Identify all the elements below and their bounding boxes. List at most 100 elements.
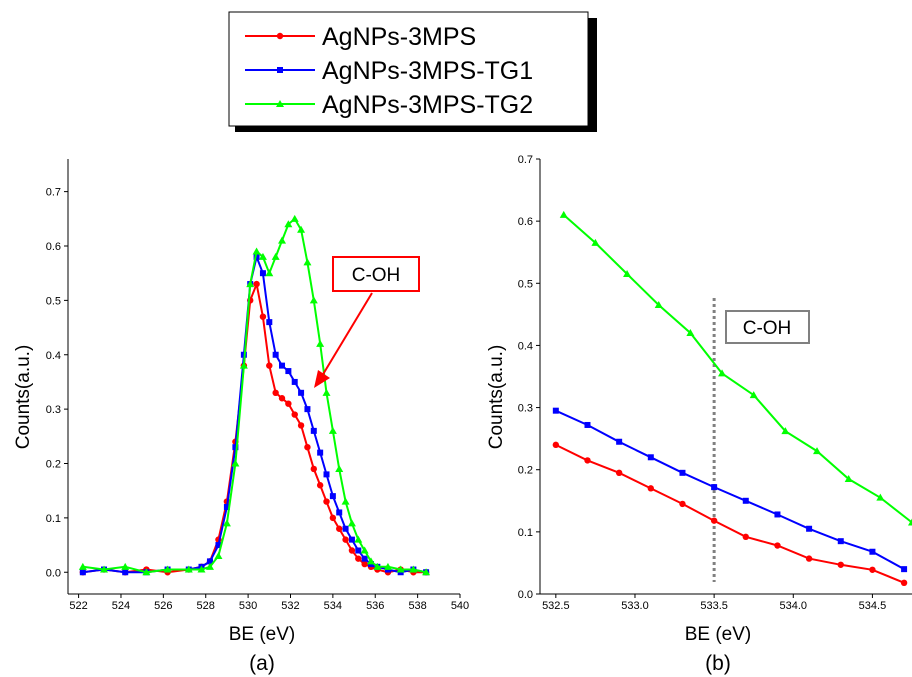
data-point (348, 536, 355, 543)
x-tick-label: 534 (324, 600, 342, 612)
y-tick-label: 0.2 (46, 459, 61, 471)
series-agnps-3mps-tg2 (559, 210, 912, 526)
data-point (223, 504, 230, 510)
series-line (555, 409, 905, 570)
data-point (258, 252, 267, 260)
series-line (82, 280, 427, 574)
data-point (316, 339, 325, 347)
data-point (552, 407, 559, 414)
legend-marker (277, 67, 283, 73)
data-point (805, 555, 813, 562)
data-point (647, 485, 655, 492)
data-point (361, 555, 368, 562)
series-agnps-3mps-tg2 (78, 214, 431, 576)
series-agnps-3mps (552, 441, 908, 587)
data-point (266, 319, 273, 326)
y-tick-label: 0.0 (518, 589, 533, 601)
y-axis-label-b: Counts(a.u.) (486, 345, 507, 450)
data-point (272, 351, 279, 358)
data-point (259, 313, 267, 320)
x-tick-label: 534.5 (859, 600, 887, 612)
chart-panel-a: 522 524 526 528 530 532 534 536 538 540 0.0 0.1 0.2 0… (13, 159, 469, 675)
data-point (303, 258, 312, 266)
data-point (265, 269, 274, 277)
data-point (360, 546, 369, 554)
data-point (355, 555, 362, 562)
x-tick-label: 533.0 (621, 600, 649, 612)
data-point (679, 500, 686, 508)
y-tick-label: 0.3 (518, 403, 533, 415)
data-point (654, 301, 663, 309)
data-point (781, 427, 790, 435)
legend-marker (276, 100, 284, 107)
data-point (348, 547, 356, 554)
data-point (266, 362, 273, 369)
y-tick-label: 0.3 (46, 404, 61, 416)
data-point (837, 561, 844, 568)
series-agnps-3mps-tg1 (552, 407, 908, 573)
chart-panel-b: 532.5 533.0 533.5 534.0 534.5 0.0 0.1 0.2 0.3 0.4… (486, 154, 912, 675)
x-tick-label: 532 (281, 600, 299, 612)
series-agnps-3mps-tg1 (79, 253, 430, 576)
legend-marker (276, 32, 284, 40)
data-point (347, 519, 356, 527)
data-point (718, 369, 727, 377)
y-tick-label: 0.4 (518, 340, 533, 352)
annotation-c-oh-b: C-OH (725, 310, 810, 344)
data-point (272, 389, 279, 397)
data-point (205, 562, 214, 570)
data-point (252, 247, 261, 255)
y-tick-label: 0.7 (46, 187, 61, 199)
data-point (78, 562, 87, 570)
x-tick-label: 530 (239, 600, 257, 612)
data-point (309, 296, 318, 304)
data-point (304, 406, 311, 413)
data-point (297, 422, 305, 429)
series-agnps-3mps (79, 280, 430, 576)
annotation-c-oh-a: C-OH (314, 256, 420, 388)
data-point (271, 252, 280, 260)
data-point (239, 361, 248, 369)
annotation-text-b: C-OH (743, 318, 792, 339)
data-point (584, 457, 591, 464)
data-point (749, 391, 758, 399)
data-point (901, 566, 908, 573)
data-point (711, 484, 718, 491)
data-point (323, 471, 330, 478)
x-tick-label: 536 (366, 600, 384, 612)
data-point (231, 459, 240, 467)
data-point (278, 395, 286, 402)
data-point (647, 454, 654, 461)
y-axis-label-a: Counts(a.u.) (13, 345, 34, 450)
annotation-box-a (332, 256, 420, 292)
annotation-text-a: C-OH (352, 265, 401, 286)
data-point (184, 565, 193, 573)
data-point (322, 388, 331, 396)
data-point (291, 411, 298, 418)
annotation-box-b (725, 310, 810, 344)
x-tick-label: 538 (408, 600, 426, 612)
data-point (900, 579, 908, 587)
legend-label: AgNPs-3MPS-TG2 (322, 91, 533, 119)
data-point (316, 482, 324, 489)
data-point (323, 498, 330, 505)
data-point (869, 548, 876, 555)
x-tick-label: 524 (112, 600, 130, 612)
x-tick-label: 534.0 (780, 600, 808, 612)
annotation-arrowhead (314, 370, 330, 388)
data-point (163, 565, 172, 573)
x-tick-label: 522 (69, 600, 87, 612)
data-point (679, 469, 686, 476)
data-point (774, 542, 781, 549)
y-tick-label: 0.7 (518, 154, 533, 166)
data-point (329, 493, 336, 500)
data-point (297, 225, 306, 233)
x-tick-label: 533.5 (700, 600, 728, 612)
data-point (278, 236, 287, 244)
data-point (285, 400, 292, 407)
data-point (100, 565, 109, 573)
data-point (317, 449, 324, 456)
x-tick-label: 526 (154, 600, 172, 612)
series-line (563, 214, 912, 524)
x-axis-label-b: BE (eV) (685, 624, 752, 645)
